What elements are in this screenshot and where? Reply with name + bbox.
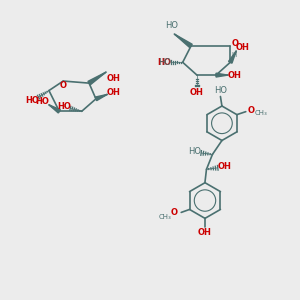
Text: HO: HO <box>166 21 178 30</box>
Text: O: O <box>248 106 255 115</box>
Text: OH: OH <box>218 162 231 171</box>
Text: HO: HO <box>25 96 39 105</box>
Polygon shape <box>174 34 192 48</box>
Text: OH: OH <box>227 70 241 80</box>
Text: O: O <box>171 208 178 217</box>
Text: O: O <box>232 39 238 48</box>
Text: HO: HO <box>35 97 49 106</box>
Text: HO: HO <box>188 147 201 156</box>
Text: HO: HO <box>214 86 227 95</box>
Text: OH: OH <box>198 228 212 237</box>
Text: HO: HO <box>157 58 171 67</box>
Polygon shape <box>95 94 107 101</box>
Text: OH: OH <box>106 74 120 83</box>
Text: OH: OH <box>236 43 250 52</box>
Text: CH₃: CH₃ <box>255 110 268 116</box>
Text: HO: HO <box>57 101 71 110</box>
Polygon shape <box>229 51 236 63</box>
Polygon shape <box>49 105 60 113</box>
Polygon shape <box>88 72 106 85</box>
Text: OH: OH <box>190 88 204 98</box>
Text: O: O <box>60 81 67 90</box>
Text: CH₃: CH₃ <box>159 214 172 220</box>
Text: OH: OH <box>107 88 121 97</box>
Text: HO: HO <box>158 58 171 67</box>
Text: H: H <box>231 52 236 58</box>
Polygon shape <box>216 73 228 77</box>
